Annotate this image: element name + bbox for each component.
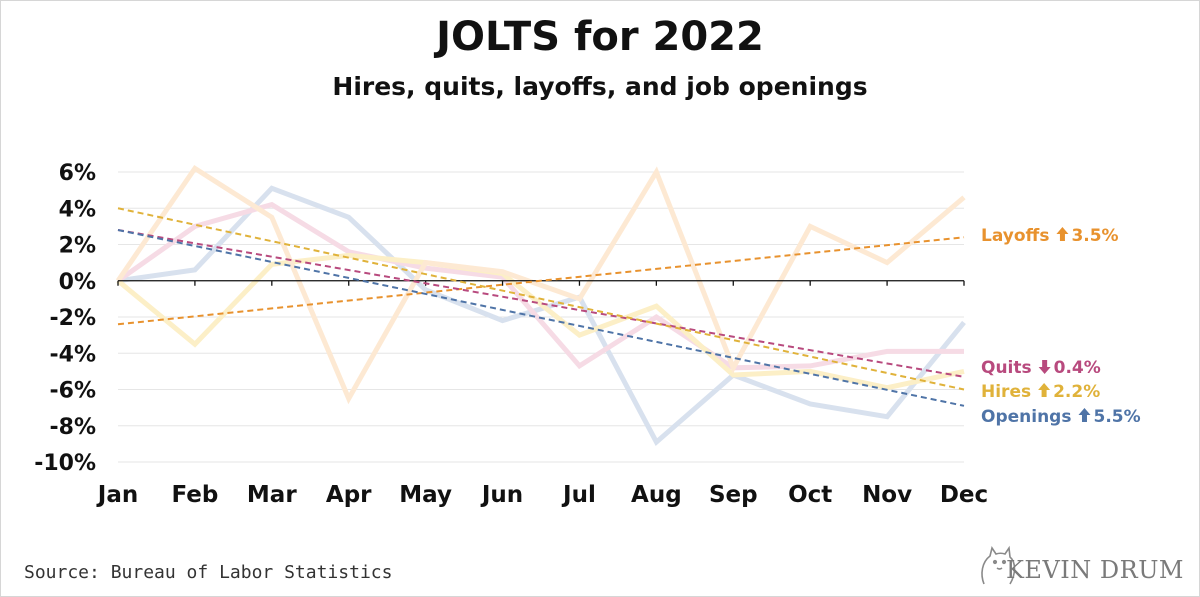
y-tick-label: 2% [59, 234, 96, 259]
trend-line-openings [117, 229, 965, 407]
series-line-openings [117, 185, 966, 447]
x-tick-label: Sep [709, 482, 758, 508]
series-line-layoffs [115, 164, 966, 405]
y-tick-label: -10% [34, 451, 96, 476]
series-labels: Layoffs 3.5% Quits 0.4% Hires 2.2% Openings 5.5… [981, 226, 1141, 427]
cat-icon [981, 545, 1016, 585]
x-tick-label: Jul [561, 482, 596, 508]
arrow-down-icon [1038, 360, 1051, 374]
trend-lines [117, 207, 965, 407]
x-tick-label: Mar [247, 482, 297, 508]
series-label-hires: Hires 2.2% [981, 382, 1100, 402]
trend-line-quits [117, 229, 965, 378]
x-tick-label: Aug [631, 482, 682, 508]
series-label-name: Openings [981, 407, 1071, 427]
x-tick-label: Dec [940, 482, 988, 508]
series-label-change: 5.5% [1093, 407, 1140, 427]
arrow-up-icon [1038, 383, 1051, 397]
monthly-series-lines [115, 164, 966, 447]
arrow-up-icon [1056, 227, 1069, 241]
series-label-change: 0.4% [1054, 358, 1101, 378]
series-label-openings: Openings 5.5% [981, 407, 1141, 427]
series-label-quits: Quits 0.4% [981, 358, 1101, 378]
x-tick-label: Jun [480, 482, 523, 508]
y-tick-label: -2% [50, 306, 96, 331]
series-label-name: Hires [981, 382, 1031, 402]
source-note: Source: Bureau of Labor Statistics [24, 562, 393, 583]
y-tick-label: -8% [50, 415, 96, 440]
series-label-layoffs: Layoffs 3.5% [981, 226, 1119, 246]
x-tick-label: Jan [96, 482, 138, 508]
x-tick-label: Oct [788, 482, 832, 508]
trend-line-hires [117, 207, 965, 391]
axes: 6% 4% 2% 0% -2% -4% -6% -8% -10%Jan Feb Mar Apr May J… [34, 161, 988, 508]
logo-wordmark: KEVIN DRUM [1006, 556, 1185, 584]
x-tick-label: Apr [326, 482, 372, 508]
kevin-drum-logo [981, 545, 1016, 585]
series-label-change: 3.5% [1071, 226, 1118, 246]
y-tick-label: -6% [50, 379, 96, 404]
series-label-name: Quits [981, 358, 1032, 378]
x-tick-label: Feb [171, 482, 218, 508]
chart-title: JOLTS for 2022 [436, 14, 764, 60]
series-label-change: 2.2% [1053, 382, 1100, 402]
series-line-hires [116, 252, 965, 391]
x-tick-label: May [399, 482, 452, 508]
trend-line-layoffs [117, 236, 965, 326]
y-tick-label: 6% [59, 161, 96, 186]
arrow-up-icon [1078, 408, 1091, 422]
series-label-name: Layoffs [981, 226, 1049, 246]
y-tick-label: 0% [59, 270, 96, 295]
x-tick-label: Nov [862, 482, 912, 508]
y-tick-label: 4% [59, 197, 96, 222]
y-tick-label: -4% [50, 342, 96, 367]
chart-subtitle: Hires, quits, layoffs, and job openings [332, 72, 868, 101]
